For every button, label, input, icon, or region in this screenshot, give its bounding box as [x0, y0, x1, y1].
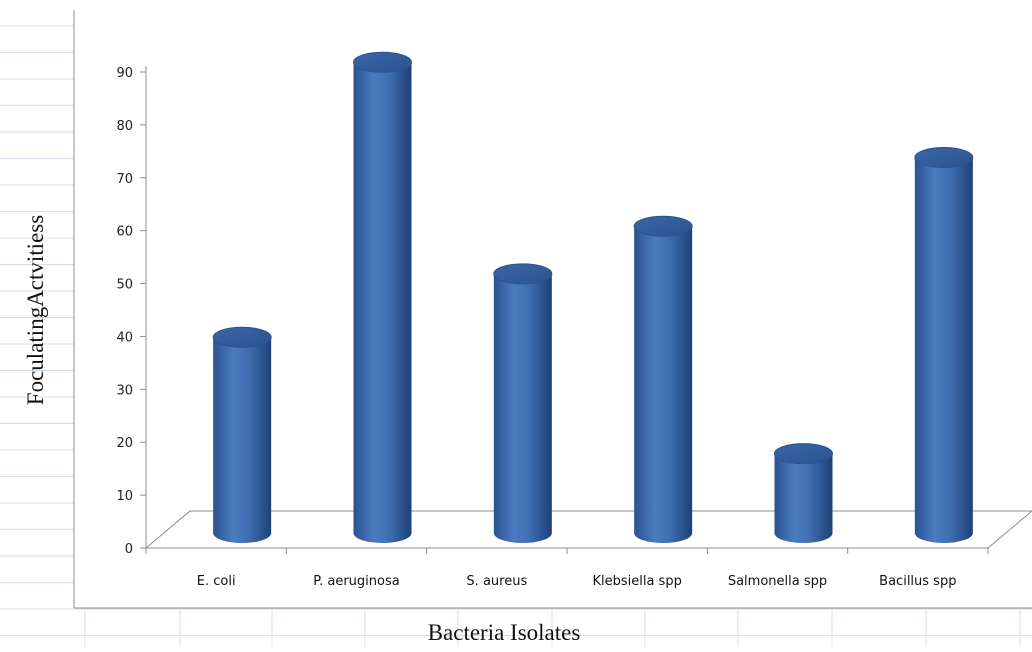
bar-body [914, 157, 973, 543]
bar-top [353, 51, 412, 73]
bar-body [213, 337, 272, 543]
bar[interactable] [493, 263, 553, 543]
bar[interactable] [774, 443, 833, 543]
y-tick-label: 30 [116, 383, 133, 398]
x-category-label: Klebsiella spp [592, 574, 681, 589]
bar-top [633, 215, 693, 237]
y-tick-label: 70 [116, 172, 133, 187]
x-category-label: Bacillus spp [879, 574, 956, 589]
x-category-label: E. coli [197, 574, 236, 589]
bar[interactable] [353, 51, 412, 544]
bar[interactable] [633, 215, 693, 543]
y-tick-label: 60 [116, 225, 133, 240]
x-category-label: Salmonella spp [728, 574, 827, 589]
bar-top [774, 443, 833, 465]
x-axis-title: Bacteria Isolates [428, 620, 581, 645]
y-tick-label: 40 [116, 330, 133, 345]
bar-body [353, 62, 412, 544]
bar-top [914, 146, 974, 168]
bar-top [493, 263, 553, 285]
bar[interactable] [212, 326, 272, 543]
x-category-label: P. aeruginosa [313, 574, 399, 589]
y-tick-label: 90 [116, 66, 133, 81]
y-tick-label: 20 [116, 436, 133, 451]
bar-top [212, 326, 272, 348]
y-tick-label: 10 [116, 489, 133, 504]
y-tick-label: 50 [116, 278, 133, 293]
bar-body [634, 226, 693, 543]
y-tick-label: 80 [116, 119, 133, 134]
y-axis-title: FoculatingActvitiess [23, 215, 48, 405]
bar[interactable] [914, 146, 974, 543]
bar-body [493, 273, 552, 543]
chart-floor [144, 510, 1032, 549]
x-category-label: S. aureus [466, 574, 527, 589]
bar-body [774, 453, 833, 543]
y-tick-label: 0 [125, 542, 133, 557]
